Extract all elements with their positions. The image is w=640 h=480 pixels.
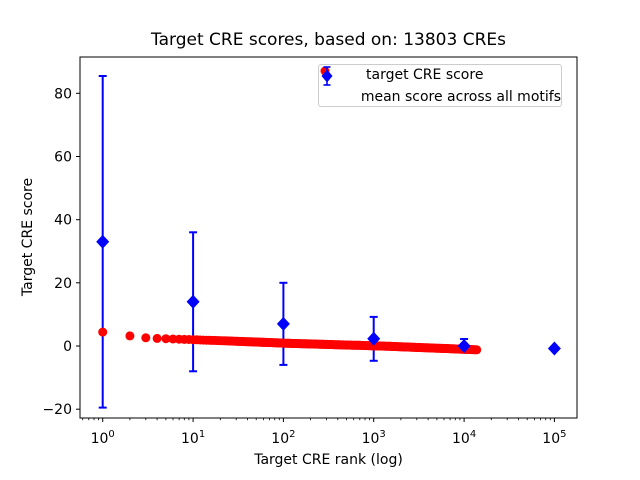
y-tick-label: 20 [54, 276, 72, 292]
x-tick-label: 104 [452, 429, 476, 447]
legend-label-target-score: target CRE score [366, 66, 484, 83]
target-score-point [98, 327, 108, 337]
y-tick-label: 80 [54, 86, 72, 102]
mean-score-diamond [547, 341, 561, 356]
mean-score-diamond [367, 331, 381, 346]
y-axis-label: Target CRE score [20, 177, 36, 297]
target-score-point [472, 345, 482, 355]
chart-title: Target CRE scores, based on: 13803 CREs [151, 30, 506, 50]
legend-diamond-icon [321, 69, 333, 83]
y-tick-label: −20 [42, 402, 72, 418]
mean-score-diamond [276, 316, 290, 331]
mean-score-series [96, 234, 561, 356]
target-score-point [152, 333, 162, 343]
legend: target CRE score mean score across all m… [318, 64, 562, 107]
y-tick-label: 60 [54, 150, 72, 166]
x-tick-label: 105 [542, 429, 566, 447]
x-axis-label: Target CRE rank (log) [254, 452, 403, 468]
target-score-series [98, 327, 482, 355]
x-tick-label: 100 [91, 429, 115, 447]
x-tick-label: 102 [271, 429, 295, 447]
plot-border [79, 56, 578, 419]
mean-score-diamond [96, 234, 110, 249]
legend-entry-mean-score: mean score across all motifs [319, 66, 561, 106]
x-tick-label: 101 [181, 429, 205, 447]
mean-score-diamond [457, 339, 471, 353]
mean-score-diamond [186, 294, 200, 309]
target-score-point [125, 331, 135, 341]
y-tick-label: 0 [63, 339, 72, 355]
target-score-point [161, 334, 171, 344]
target-score-point [141, 333, 151, 343]
x-tick-label: 103 [362, 429, 386, 447]
legend-label-mean-score: mean score across all motifs [360, 88, 561, 105]
y-tick-label: 40 [54, 213, 72, 229]
legend-entry-target-score: target CRE score [319, 65, 561, 84]
